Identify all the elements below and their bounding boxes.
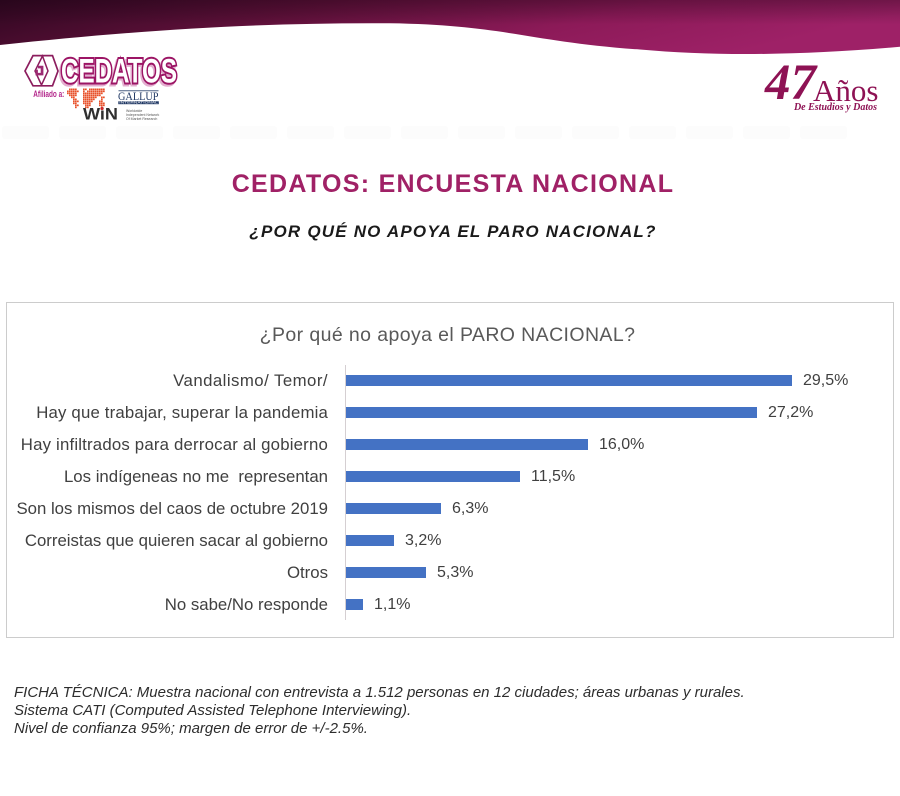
svg-text:CEDATOS: CEDATOS (60, 55, 176, 93)
svg-text:CEDATOS: CEDATOS (61, 53, 177, 91)
svg-text:GALLUP: GALLUP (118, 89, 159, 103)
svg-text:Of Market Research: Of Market Research (126, 117, 157, 121)
svg-text:Worldwide: Worldwide (126, 109, 142, 113)
svg-text:INTERNATIONAL: INTERNATIONAL (119, 101, 159, 105)
svg-text:WiN: WiN (83, 105, 118, 124)
svg-text:Afiliado a:: Afiliado a: (33, 89, 64, 99)
svg-text:Independent Network: Independent Network (126, 113, 160, 117)
